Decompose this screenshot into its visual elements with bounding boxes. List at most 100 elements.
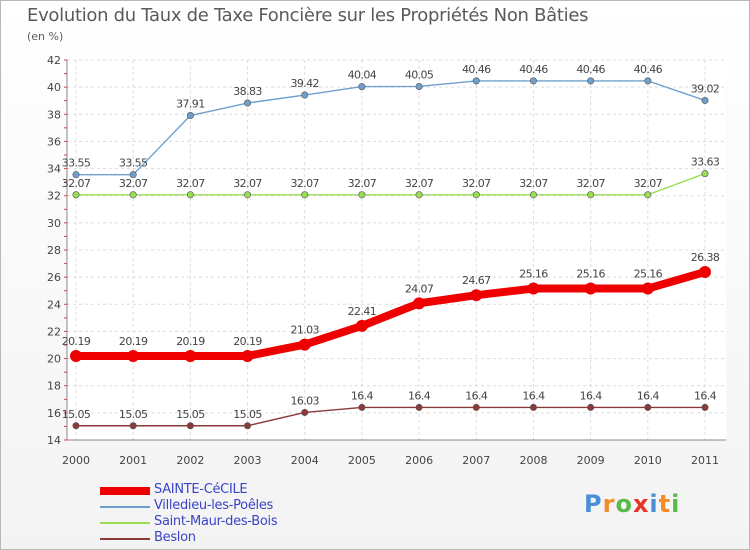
series-line-1: [75, 80, 706, 176]
data-label: 16.4: [465, 389, 488, 402]
data-point: [244, 422, 252, 430]
y-tick-label: 22: [47, 325, 61, 338]
legend-swatch-beslon: [100, 538, 150, 540]
data-point: [472, 403, 480, 411]
data-point: [127, 349, 140, 362]
data-point: [644, 77, 652, 85]
data-point: [358, 403, 366, 411]
data-point: [644, 191, 652, 199]
data-point: [358, 83, 366, 91]
data-point: [129, 171, 137, 179]
data-point: [701, 96, 709, 104]
data-label: 38.83: [233, 85, 262, 98]
data-label: 20.19: [176, 335, 205, 348]
data-point: [244, 99, 252, 107]
y-tick-label: 20: [47, 353, 61, 366]
legend-label-sainte-cecile: SAINTE-CéCILE: [154, 482, 248, 497]
data-label: 16.4: [408, 389, 431, 402]
x-tick-label: 2000: [62, 454, 90, 467]
y-tick-label: 26: [47, 271, 61, 284]
x-tick-label: 2008: [519, 454, 547, 467]
data-label: 32.07: [348, 177, 377, 190]
data-label: 32.07: [233, 177, 262, 190]
data-label: 16.4: [694, 389, 717, 402]
data-label: 40.46: [462, 63, 491, 76]
series-line-2: [75, 172, 706, 196]
data-point: [529, 191, 537, 199]
chart-subtitle: (en %): [27, 30, 64, 43]
data-label: 25.16: [519, 268, 548, 281]
data-label: 16.4: [351, 389, 374, 402]
data-label: 24.07: [405, 282, 434, 295]
x-tick-label: 2002: [176, 454, 204, 467]
y-tick-label: 42: [47, 54, 61, 67]
data-point: [699, 265, 711, 278]
data-label: 26.38: [691, 251, 720, 264]
data-label: 16.03: [290, 394, 319, 407]
data-label: 37.91: [176, 98, 205, 111]
data-point: [641, 282, 654, 295]
data-label: 16.4: [637, 389, 660, 402]
data-label: 21.03: [290, 324, 319, 337]
data-label: 39.42: [290, 77, 319, 90]
data-point: [529, 403, 537, 411]
legend-swatch-villedieu: [100, 506, 150, 508]
data-point: [184, 349, 197, 362]
y-tick-label: 30: [47, 217, 61, 230]
data-point: [472, 77, 480, 85]
legend-label-villedieu: Villedieu-les-Poêles: [154, 498, 274, 513]
data-point: [241, 349, 254, 362]
y-tick-label: 40: [47, 81, 61, 94]
chart-title: Evolution du Taux de Taxe Foncière sur l…: [27, 5, 589, 26]
data-label: 33.55: [62, 157, 91, 170]
logo-letter: i: [671, 490, 681, 518]
data-label: 40.46: [576, 63, 605, 76]
y-tick-label: 34: [47, 163, 61, 176]
y-tick-label: 28: [47, 244, 61, 257]
data-label: 25.16: [634, 268, 663, 281]
data-label: 16.4: [522, 389, 545, 402]
data-label: 32.07: [519, 177, 548, 190]
x-tick-label: 2009: [577, 454, 605, 467]
data-label: 15.05: [62, 408, 91, 421]
logo-letter: x: [632, 490, 650, 518]
data-label: 32.07: [62, 177, 91, 190]
y-tick-label: 38: [47, 108, 61, 121]
data-point: [298, 338, 311, 351]
data-point: [70, 349, 82, 362]
data-label: 22.41: [348, 305, 377, 318]
proxiti-logo: Proxiti: [584, 490, 680, 518]
data-point: [129, 422, 137, 430]
data-point: [301, 191, 309, 199]
data-label: 32.07: [290, 177, 319, 190]
legend-label-saint-maur: Saint-Maur-des-Bois: [154, 514, 278, 529]
data-point: [584, 282, 597, 295]
data-label: 39.02: [691, 82, 720, 95]
data-label: 33.55: [119, 157, 148, 170]
data-point: [301, 408, 309, 416]
data-label: 32.07: [462, 177, 491, 190]
data-label: 32.07: [176, 177, 205, 190]
data-point: [701, 170, 709, 178]
data-point: [529, 77, 537, 85]
data-point: [413, 297, 426, 310]
logo-letter: P: [584, 490, 603, 518]
data-point: [587, 403, 595, 411]
data-label: 40.46: [634, 63, 663, 76]
data-point: [415, 191, 423, 199]
data-point: [415, 403, 423, 411]
y-tick-label: 32: [47, 190, 61, 203]
data-point: [644, 403, 652, 411]
legend-swatch-sainte-cecile: [100, 487, 150, 495]
y-tick-label: 18: [47, 380, 61, 393]
data-point: [701, 403, 709, 411]
data-label: 15.05: [176, 408, 205, 421]
data-point: [470, 289, 483, 302]
data-label: 20.19: [119, 335, 148, 348]
data-point: [587, 191, 595, 199]
data-label: 25.16: [576, 268, 605, 281]
data-label: 40.05: [405, 68, 434, 81]
logo-letter: t: [658, 490, 672, 518]
data-label: 16.4: [580, 389, 603, 402]
